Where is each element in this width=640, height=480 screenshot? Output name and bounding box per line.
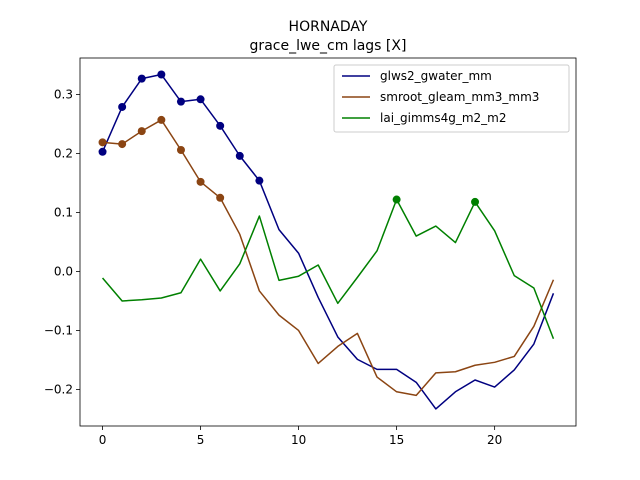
data-point xyxy=(255,176,264,185)
series-line-0 xyxy=(101,73,555,410)
data-point xyxy=(176,97,185,106)
legend-label: lai_gimms4g_m2_m2 xyxy=(380,111,507,125)
legend-label: smroot_gleam_mm3_mm3 xyxy=(380,90,539,104)
data-point xyxy=(157,70,166,79)
legend-box xyxy=(333,64,570,133)
series-layer xyxy=(98,70,555,410)
data-point xyxy=(176,146,185,154)
data-point xyxy=(118,102,127,111)
chart-subtitle: grace_lwe_cm lags [X] xyxy=(250,38,407,54)
series-line-2 xyxy=(101,198,555,339)
data-point xyxy=(98,147,107,156)
data-point xyxy=(118,140,127,149)
legend: glws2_gwater_mm smroot_gleam_mm3_mm3 lai_g… xyxy=(333,64,570,133)
x-tick-label: 15 xyxy=(389,433,404,447)
data-point xyxy=(235,151,244,160)
x-tick-label: 0 xyxy=(99,433,107,447)
y-tick-label: 0.2 xyxy=(54,147,73,161)
y-axis-ticks: −0.2 −0.1 0.0 0.1 0.2 0.3 xyxy=(44,88,80,396)
y-tick-label: 0.3 xyxy=(54,88,73,102)
data-point xyxy=(98,138,107,147)
plot-frame xyxy=(79,57,577,427)
x-axis-ticks: 0 5 10 15 20 xyxy=(99,426,502,447)
data-point xyxy=(137,127,146,136)
data-point xyxy=(196,95,205,104)
data-point xyxy=(137,74,146,83)
data-point xyxy=(216,121,225,130)
data-point xyxy=(157,115,166,124)
y-tick-label: −0.2 xyxy=(44,382,73,396)
data-point xyxy=(216,193,225,202)
y-tick-label: 0.0 xyxy=(54,264,73,278)
legend-label: glws2_gwater_mm xyxy=(380,69,492,83)
x-tick-label: 10 xyxy=(291,433,306,447)
x-tick-label: 5 xyxy=(197,433,205,447)
x-tick-label: 20 xyxy=(487,433,502,447)
y-tick-label: −0.1 xyxy=(44,323,73,337)
chart-title: HORNADAY xyxy=(289,19,368,35)
data-point xyxy=(392,195,401,204)
series-line-1 xyxy=(102,119,555,397)
data-point xyxy=(196,177,205,186)
data-point xyxy=(471,197,480,206)
y-tick-label: 0.1 xyxy=(54,206,73,220)
